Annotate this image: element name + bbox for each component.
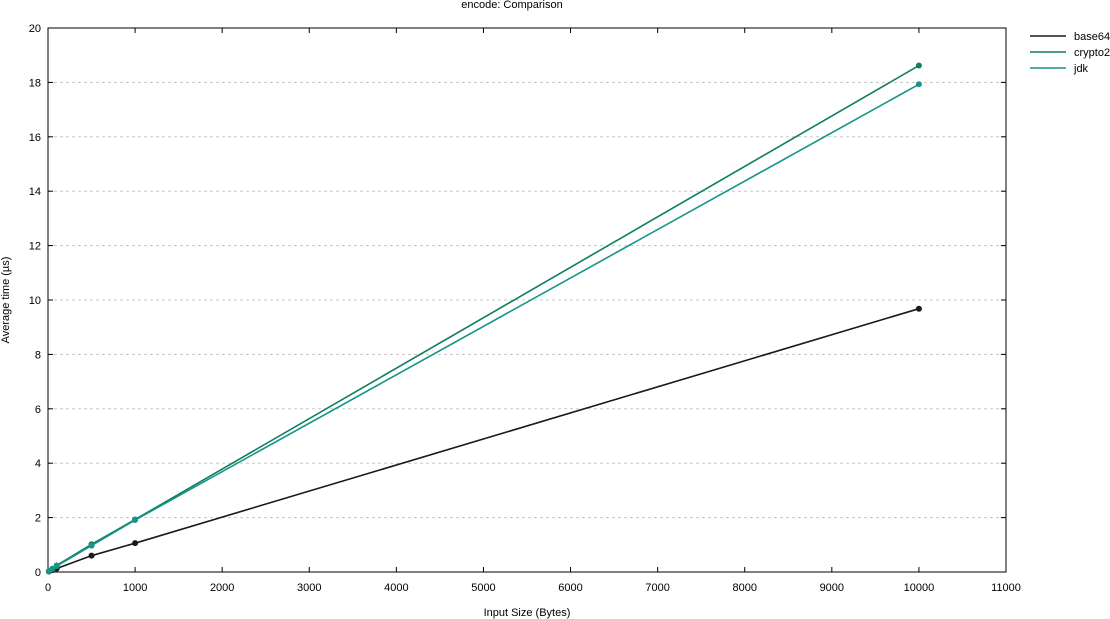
- x-tick-label: 6000: [558, 582, 582, 594]
- data-point: [49, 566, 56, 573]
- x-tick-label: 9000: [820, 582, 844, 594]
- x-tick-label: 11000: [991, 582, 1021, 594]
- x-tick-label: 5000: [471, 582, 495, 594]
- x-tick-label: 7000: [645, 582, 669, 594]
- y-tick-label: 10: [29, 295, 41, 307]
- x-axis-label: Input Size (Bytes): [484, 607, 571, 619]
- x-tick-label: 2000: [210, 582, 234, 594]
- x-tick-label: 0: [45, 582, 51, 594]
- plot-frame: [47, 27, 1007, 573]
- data-point: [915, 305, 922, 312]
- y-tick-label: 12: [29, 241, 41, 253]
- y-tick-label: 2: [35, 513, 41, 525]
- x-tick-label: 4000: [384, 582, 408, 594]
- series-jdk: [45, 81, 922, 575]
- data-point: [915, 62, 922, 69]
- legend-label: jdk: [1073, 63, 1089, 75]
- legend-label: base64: [1074, 31, 1110, 43]
- x-tick-label: 10000: [904, 582, 935, 594]
- x-tick-label: 3000: [297, 582, 321, 594]
- y-axis-label: Average time (µs): [0, 257, 12, 344]
- data-point: [88, 542, 95, 549]
- chart-title: encode: Comparison: [461, 0, 563, 11]
- x-axis-ticks: 0 1000 2000 3000 4000 5000 6000 7000 8000 9000 100…: [45, 28, 1021, 594]
- y-tick-label: 6: [35, 404, 41, 416]
- y-tick-label: 14: [29, 186, 41, 198]
- data-point: [132, 540, 139, 547]
- data-point: [915, 81, 922, 88]
- legend-label: crypto2: [1074, 47, 1110, 59]
- data-point: [53, 563, 60, 570]
- x-tick-label: 8000: [732, 582, 756, 594]
- y-tick-label: 0: [35, 567, 41, 579]
- y-tick-label: 8: [35, 349, 41, 361]
- series-base64: [45, 305, 922, 575]
- data-point: [88, 552, 95, 559]
- data-point: [132, 517, 139, 524]
- y-tick-label: 4: [35, 458, 41, 470]
- legend: base64 crypto2 jdk: [1030, 31, 1110, 75]
- y-tick-label: 16: [29, 132, 41, 144]
- gridlines: [48, 81, 1006, 519]
- series-line: [48, 83, 920, 572]
- y-axis-ticks: 0 2 4 6 8 10 12 14 16 18 20: [29, 23, 1006, 579]
- x-tick-label: 1000: [123, 582, 147, 594]
- series-layer: [45, 62, 922, 575]
- y-tick-label: 20: [29, 23, 41, 35]
- y-tick-label: 18: [29, 77, 41, 89]
- series-line: [48, 307, 920, 573]
